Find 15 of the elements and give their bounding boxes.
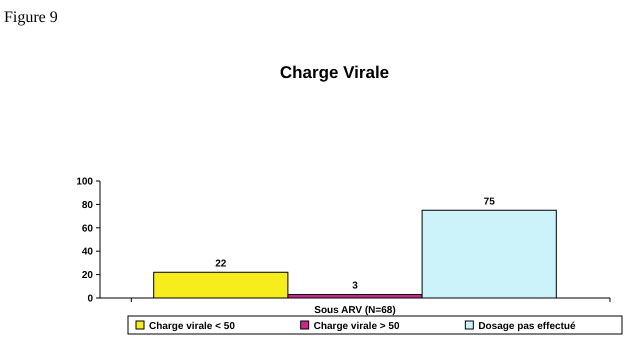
y-tick-label: 40 [82, 246, 94, 258]
y-tick-label: 100 [76, 176, 94, 188]
legend-label: Dosage pas effectué [478, 321, 576, 332]
x-tick-label: Sous ARV (N=68) [314, 305, 396, 316]
data-label: 75 [484, 196, 496, 208]
y-tick-label: 60 [82, 223, 94, 234]
caption: Figure 9 [4, 9, 58, 26]
y-tick-label: 0 [87, 294, 94, 304]
data-label: 3 [352, 280, 358, 292]
data-label: 22 [215, 258, 227, 270]
chart-title: Charge Virale [280, 63, 390, 82]
legend-label: Charge virale > 50 [314, 321, 400, 332]
legend-label: Charge virale < 50 [149, 321, 236, 332]
y-tick-label: 20 [82, 270, 94, 282]
y-tick-label: 80 [82, 200, 94, 211]
